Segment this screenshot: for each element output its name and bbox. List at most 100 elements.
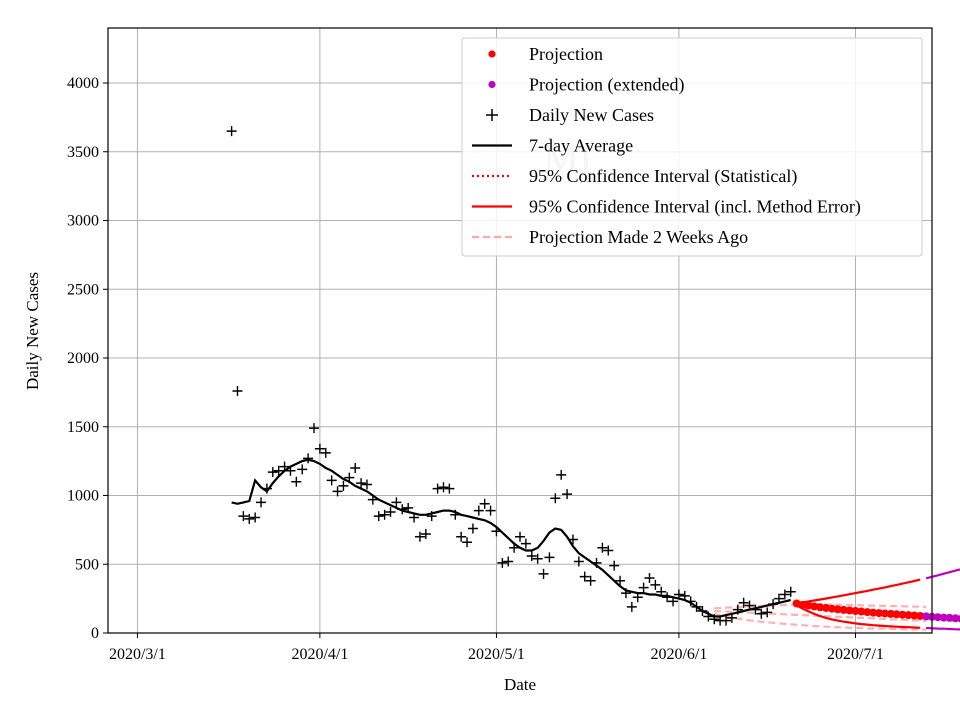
daily-case-marker — [320, 447, 331, 458]
projection-point — [816, 603, 825, 612]
daily-case-marker — [303, 453, 314, 464]
legend-label-projection_ext: Projection (extended) — [529, 75, 684, 96]
daily-case-marker — [479, 498, 490, 509]
projection-point — [810, 602, 819, 611]
projection-extended-point — [933, 613, 942, 622]
daily-case-marker — [779, 589, 790, 600]
daily-case-marker — [309, 423, 319, 434]
legend-marker-projection — [488, 50, 496, 58]
daily-case-marker — [420, 529, 431, 539]
daily-case-marker — [332, 486, 343, 497]
x-tick-label: 2020/3/1 — [109, 646, 166, 663]
legend: Projection Projection (extended) Daily New… — [461, 37, 923, 257]
projection-point — [839, 605, 848, 614]
daily-case-marker — [556, 469, 567, 480]
daily-case-marker — [467, 523, 478, 534]
legend-label-past: Projection Made 2 Weeks Ago — [529, 227, 748, 247]
daily-case-marker — [267, 467, 278, 478]
projection-point — [869, 608, 878, 617]
daily-case-marker — [609, 560, 620, 571]
y-tick-label: 2500 — [67, 281, 99, 298]
daily-case-marker — [291, 476, 302, 487]
daily-case-marker — [462, 537, 473, 548]
x-tick-label: 2020/5/1 — [468, 646, 525, 663]
projection-point — [851, 607, 860, 615]
y-tick-label: 2000 — [67, 350, 99, 367]
y-tick-label: 1500 — [67, 419, 99, 436]
projection-point — [910, 611, 919, 620]
legend-label-ci_stat: 95% Confidence Interval (Statistical) — [529, 166, 797, 187]
legend-marker-daily — [486, 109, 498, 121]
daily-case-marker — [238, 511, 249, 522]
daily-case-marker — [438, 482, 449, 493]
daily-case-marker — [638, 582, 649, 593]
seven-day-average-line — [231, 458, 791, 618]
daily-case-marker — [562, 489, 573, 500]
projection-point — [804, 601, 813, 610]
daily-case-marker — [520, 538, 531, 549]
axis-ticks: 0 500 1000 1500 2000 2500 3000 3500 4000 2020/3/1… — [67, 75, 884, 663]
projection-point — [827, 604, 836, 613]
projection-point — [886, 609, 895, 618]
ci-upper-line — [796, 578, 921, 605]
daily-case-marker — [573, 556, 584, 567]
legend-box — [461, 37, 923, 257]
projection-extended-point — [957, 614, 960, 623]
daily-case-marker — [444, 483, 455, 494]
daily-case-marker — [356, 478, 367, 489]
projection-extended-point — [922, 612, 931, 621]
y-tick-label: 500 — [75, 556, 99, 573]
daily-case-marker — [361, 479, 372, 490]
daily-case-marker — [626, 601, 637, 612]
legend-label-avg: 7-day Average — [529, 136, 633, 156]
projection-point — [857, 607, 866, 616]
daily-case-marker — [503, 556, 514, 567]
daily-case-marker — [603, 545, 614, 556]
y-tick-label: 1000 — [67, 488, 99, 505]
plot-frame — [107, 27, 933, 634]
legend-label-projection: Projection — [529, 44, 603, 64]
legend-label-daily: Daily New Cases — [529, 105, 654, 125]
daily-case-marker — [597, 542, 608, 553]
daily-case-marker — [297, 464, 308, 475]
daily-case-marker — [473, 505, 484, 516]
daily-case-marker — [738, 597, 749, 608]
x-axis-title: Date — [504, 675, 536, 694]
y-tick-label: 3000 — [67, 213, 99, 230]
daily-case-marker — [579, 571, 590, 582]
daily-case-marker — [244, 513, 255, 524]
y-tick-label: 0 — [91, 625, 99, 642]
ci-upper-extended-line — [925, 568, 960, 580]
y-axis-title: Daily New Cases — [23, 272, 42, 390]
legend-label-ci_method: 95% Confidence Interval (incl. Method Er… — [529, 197, 861, 218]
daily-case-marker — [456, 531, 467, 542]
daily-case-marker — [350, 463, 361, 473]
daily-case-marker — [785, 586, 796, 597]
daily-case-marker — [250, 512, 261, 523]
projection-extended-point — [951, 614, 960, 623]
legend-marker-projection_ext — [488, 80, 496, 89]
daily-case-marker — [762, 607, 773, 618]
projection-point — [833, 605, 842, 614]
x-tick-label: 2020/4/1 — [291, 646, 348, 663]
y-tick-label: 4000 — [67, 75, 99, 92]
daily-case-marker — [497, 557, 508, 568]
daily-case-marker — [585, 575, 596, 586]
daily-case-marker — [526, 551, 537, 561]
daily-case-marker — [326, 475, 337, 486]
daily-case-marker — [373, 511, 384, 522]
y-tick-label: 3500 — [67, 144, 99, 161]
daily-case-marker — [226, 126, 237, 137]
projection-point — [863, 608, 872, 617]
projection-point — [898, 610, 907, 619]
x-tick-label: 2020/7/1 — [827, 646, 884, 663]
daily-case-marker — [515, 531, 525, 542]
ci-lower-extended-line — [926, 626, 960, 631]
daily-case-marker — [615, 575, 626, 586]
ci-lower-line — [796, 604, 921, 629]
daily-case-marker — [391, 497, 402, 508]
daily-case-marker — [338, 480, 349, 491]
x-tick-label: 2020/6/1 — [650, 646, 707, 663]
projection-point — [822, 603, 831, 612]
